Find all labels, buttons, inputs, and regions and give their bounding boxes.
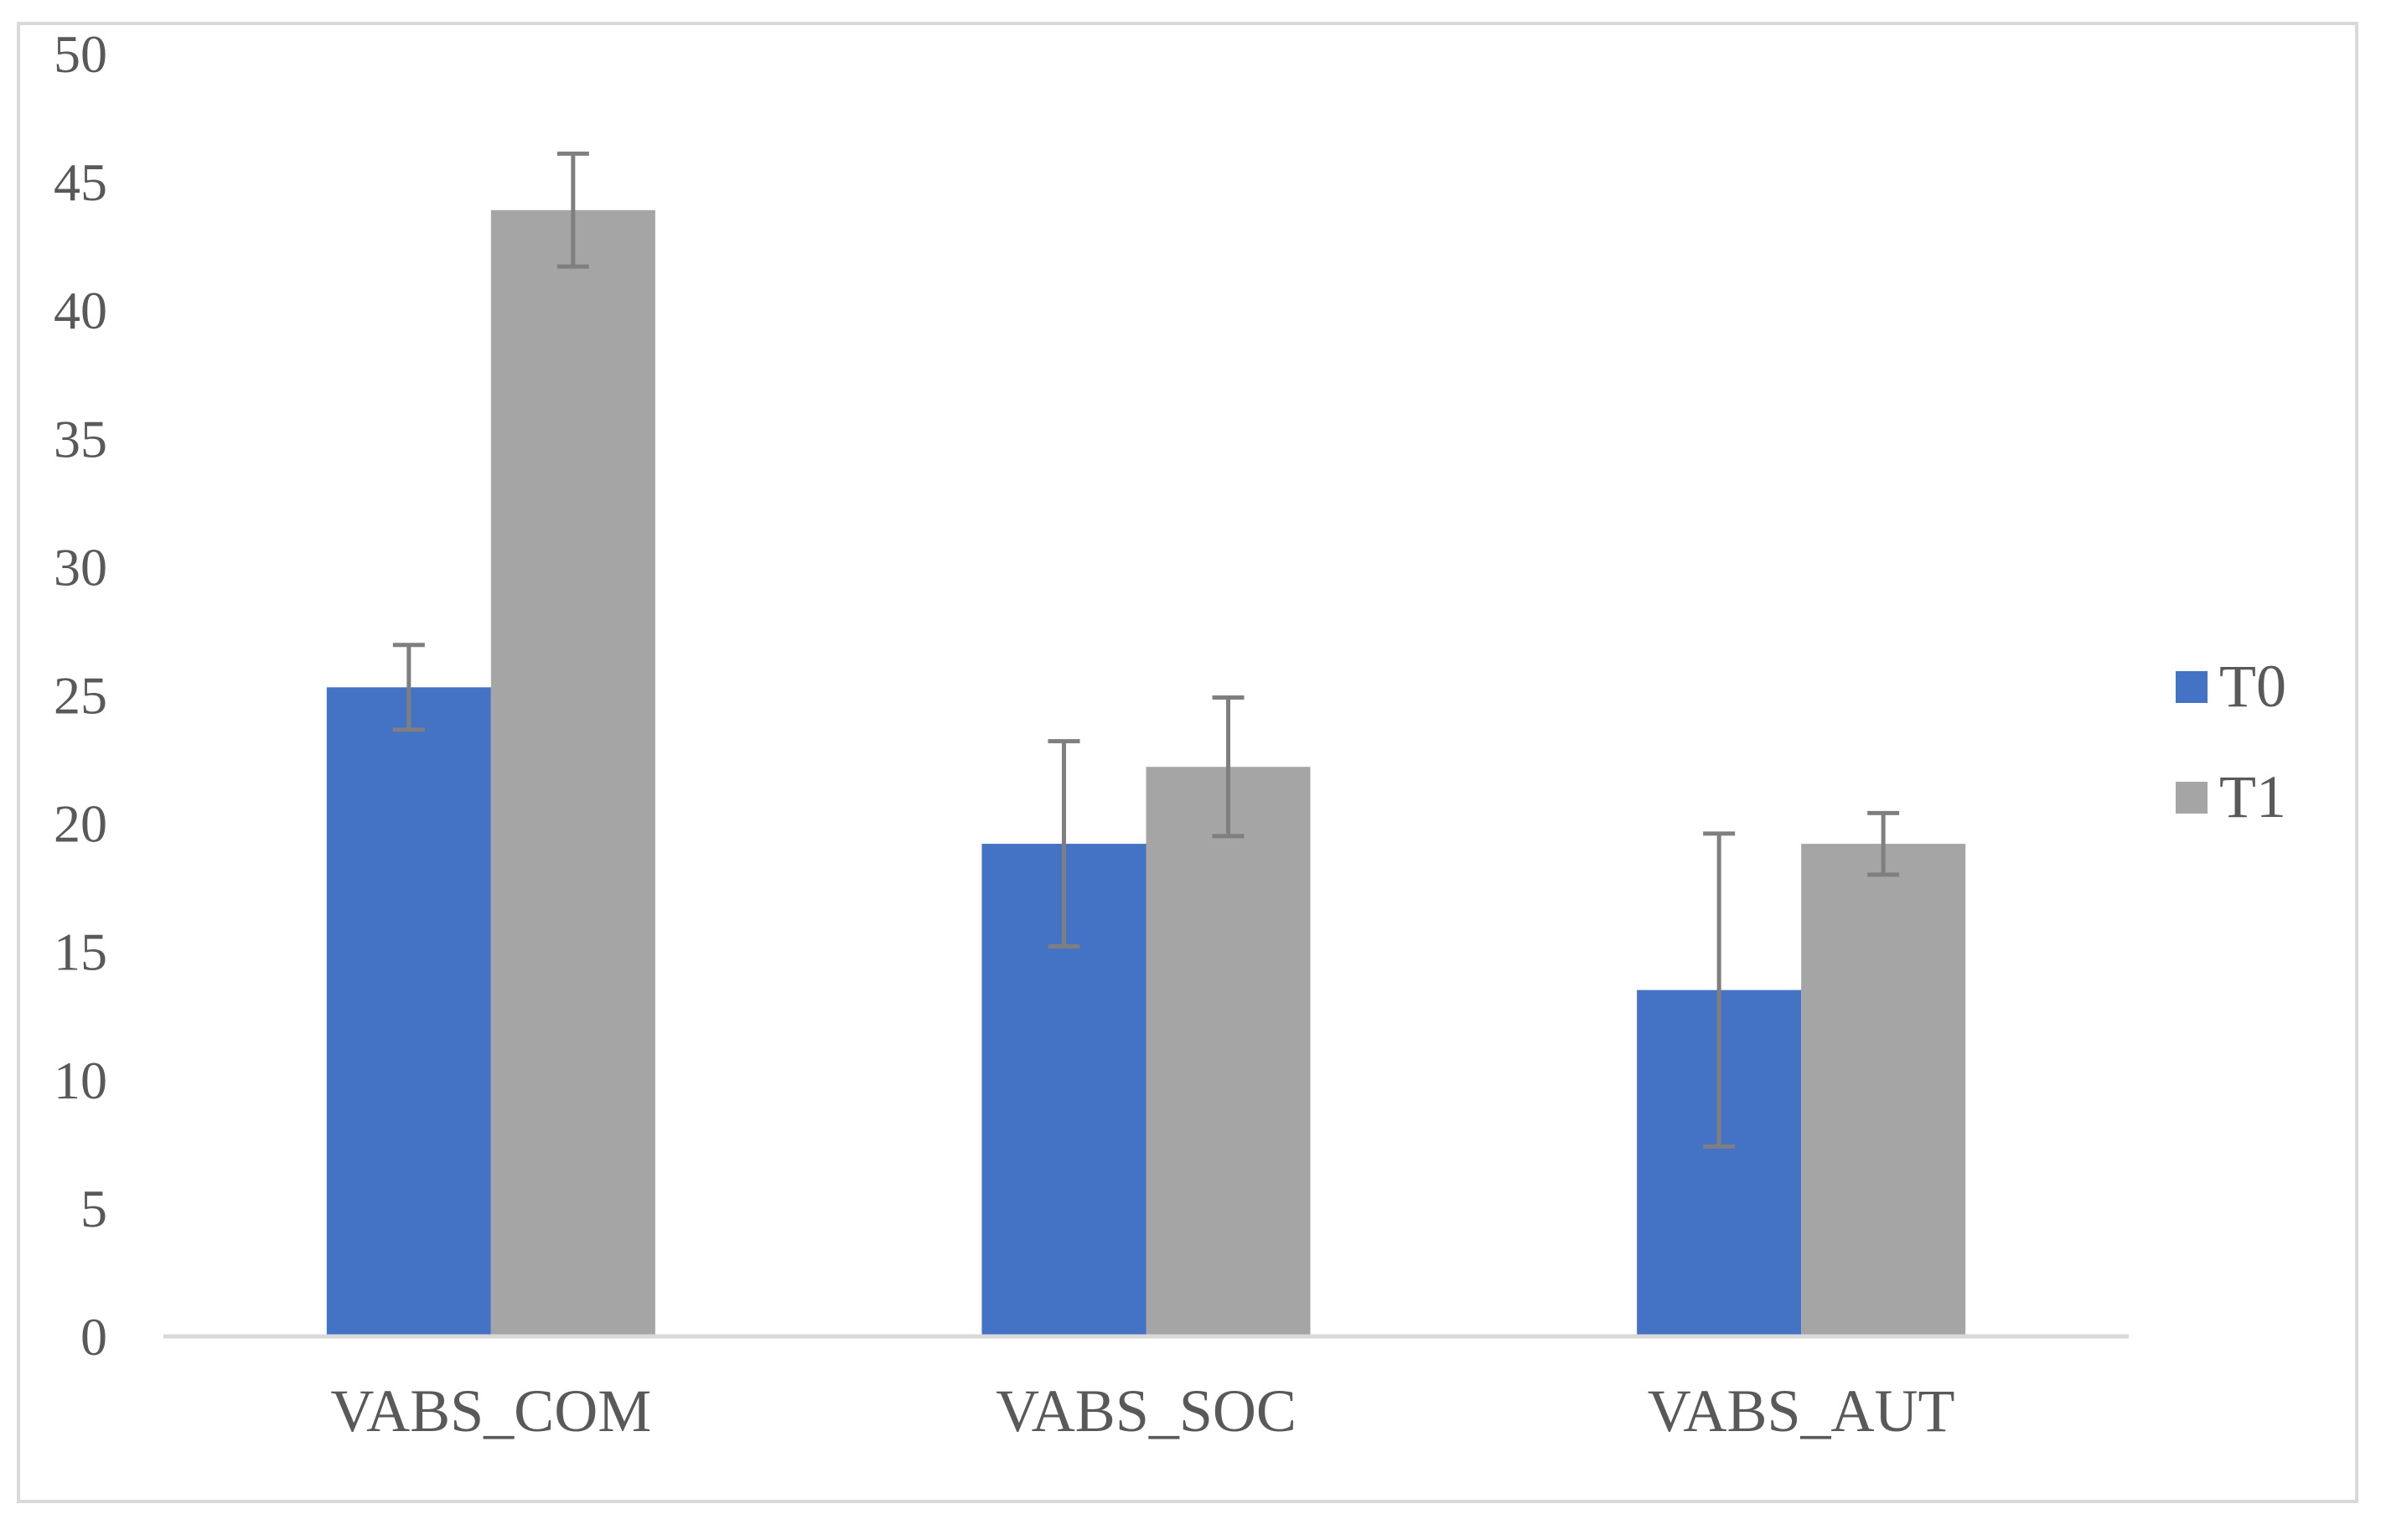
legend: T0 T1 (2176, 653, 2286, 830)
y-tick-label: 20 (54, 794, 107, 854)
error-bar-t1-vabs_soc (1212, 695, 1245, 839)
error-bars (392, 151, 1900, 1149)
y-tick-label: 10 (54, 1051, 107, 1110)
legend-swatch-t1 (2176, 782, 2208, 814)
legend-label-t1: T1 (2219, 763, 2286, 830)
error-bar-t0-vabs_aut (1703, 831, 1736, 1149)
bar-t1-vabs_soc (1146, 767, 1311, 1336)
y-tick-label: 50 (54, 24, 107, 84)
bars (326, 209, 1966, 1337)
y-tick-label: 35 (54, 409, 107, 468)
y-tick-label: 15 (54, 922, 107, 982)
bar-t1-vabs_com (490, 209, 655, 1337)
bar-t0-vabs_com (326, 687, 491, 1336)
error-bar-t0-vabs_soc (1048, 739, 1080, 949)
x-axis-category-labels: VABS_COM VABS_SOC VABS_AUT (330, 1377, 1954, 1444)
y-axis-tick-labels: 0 5 10 15 20 25 30 35 40 45 50 (54, 24, 107, 1367)
legend-label-t0: T0 (2219, 653, 2286, 720)
bar-t1-vabs_aut (1801, 844, 1966, 1336)
y-tick-label: 5 (80, 1179, 107, 1238)
legend-swatch-t0 (2176, 671, 2208, 703)
y-tick-label: 45 (54, 152, 107, 212)
x-category-label: VABS_AUT (1648, 1377, 1955, 1444)
y-tick-label: 40 (54, 281, 107, 340)
y-tick-label: 0 (80, 1307, 107, 1367)
y-tick-label: 30 (54, 537, 107, 597)
x-category-label: VABS_SOC (996, 1377, 1297, 1444)
error-bar-t1-vabs_aut (1867, 810, 1900, 877)
error-bar-t0-vabs_com (392, 643, 425, 732)
error-bar-t1-vabs_com (556, 151, 589, 269)
x-category-label: VABS_COM (330, 1377, 651, 1444)
y-tick-label: 25 (54, 666, 107, 726)
